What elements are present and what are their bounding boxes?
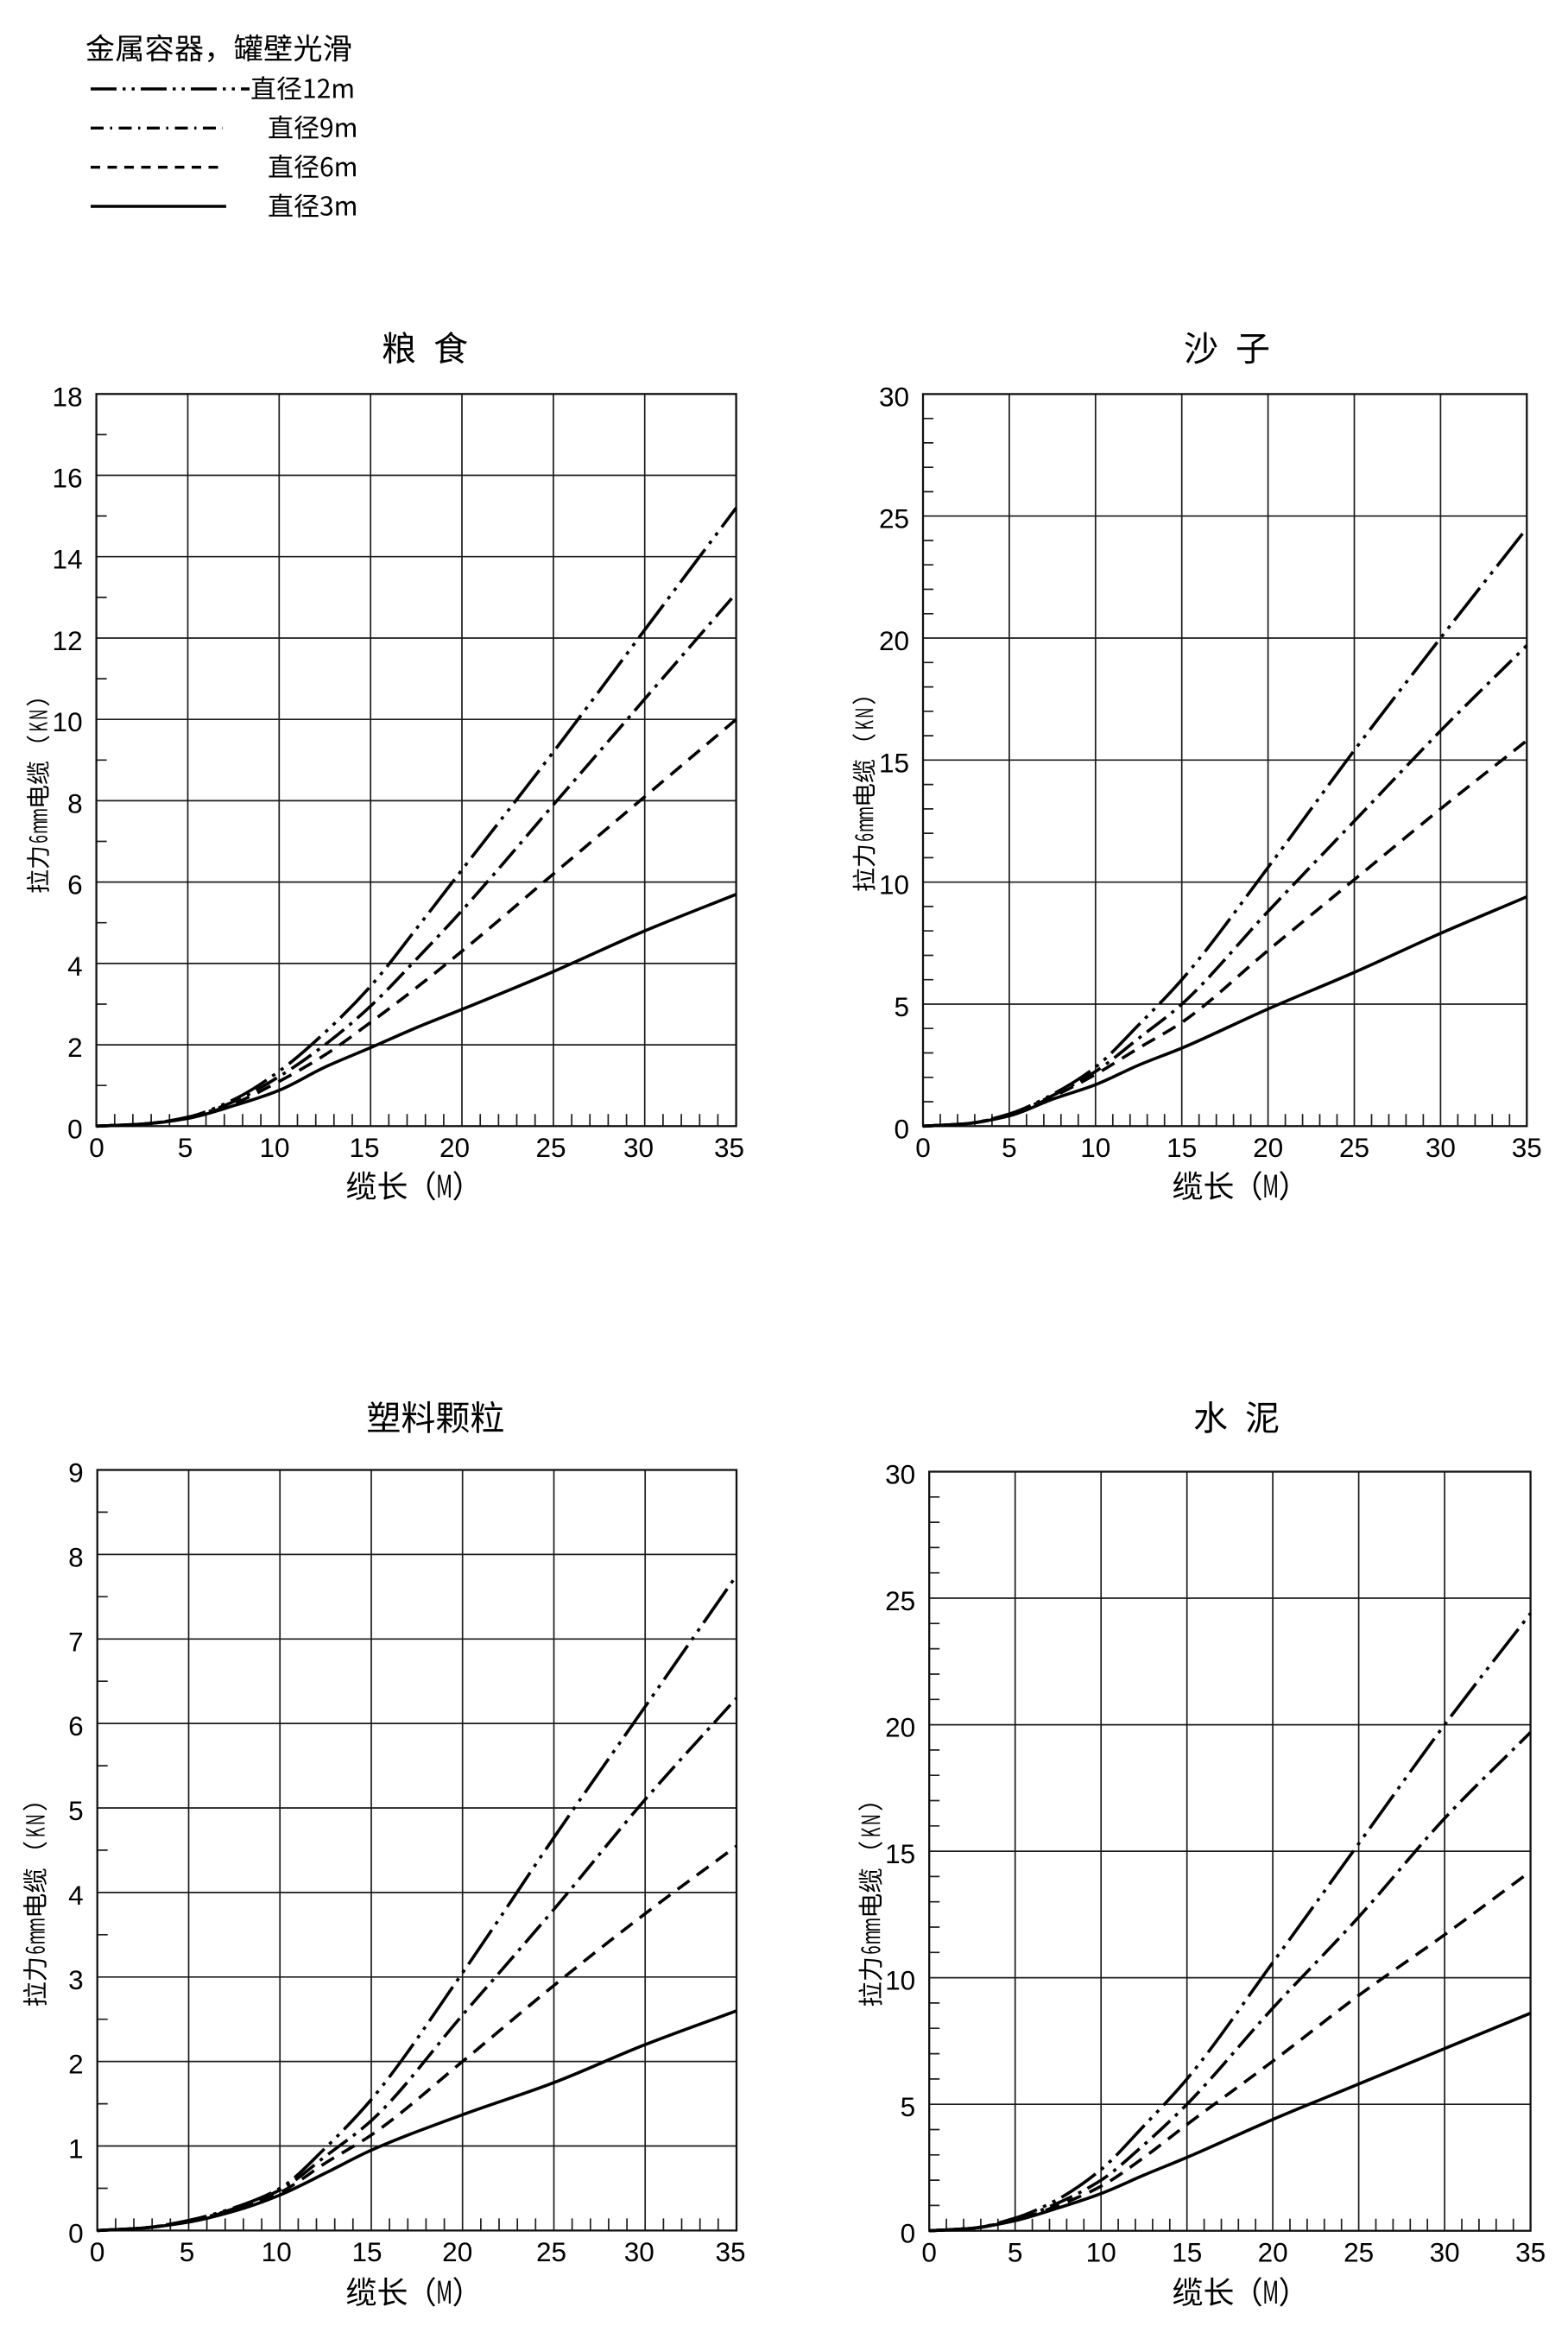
svg-text:20: 20 — [1253, 1132, 1283, 1163]
svg-text:0: 0 — [67, 1113, 83, 1144]
svg-text:20: 20 — [442, 2236, 472, 2267]
svg-text:10: 10 — [259, 1132, 289, 1163]
svg-text:14: 14 — [53, 544, 83, 575]
svg-text:10: 10 — [1086, 2237, 1116, 2268]
svg-text:15: 15 — [1172, 2237, 1202, 2268]
svg-text:8: 8 — [68, 1541, 84, 1572]
svg-text:5: 5 — [894, 991, 909, 1022]
svg-text:25: 25 — [1344, 2237, 1374, 2268]
svg-text:20: 20 — [439, 1132, 470, 1163]
svg-text:0: 0 — [89, 1132, 104, 1163]
svg-text:1: 1 — [68, 2133, 84, 2165]
svg-text:2: 2 — [67, 1032, 83, 1063]
svg-text:30: 30 — [885, 1459, 915, 1490]
svg-text:10: 10 — [879, 869, 909, 901]
svg-text:5: 5 — [1002, 1132, 1017, 1163]
svg-text:7: 7 — [68, 1626, 84, 1657]
svg-text:10: 10 — [885, 1965, 915, 1996]
svg-text:5: 5 — [180, 2236, 195, 2267]
svg-text:5: 5 — [68, 1795, 84, 1826]
svg-text:0: 0 — [68, 2217, 84, 2248]
svg-text:8: 8 — [67, 787, 83, 819]
svg-text:10: 10 — [53, 706, 83, 737]
svg-text:0: 0 — [894, 1113, 909, 1144]
svg-text:35: 35 — [1512, 1132, 1542, 1163]
svg-text:15: 15 — [1167, 1132, 1197, 1163]
svg-text:9: 9 — [68, 1457, 84, 1489]
svg-text:3: 3 — [68, 1964, 84, 1995]
svg-text:6: 6 — [67, 869, 83, 901]
svg-text:12: 12 — [53, 625, 83, 656]
svg-text:15: 15 — [349, 1132, 379, 1163]
svg-text:15: 15 — [879, 747, 909, 778]
svg-text:5: 5 — [901, 2091, 916, 2122]
svg-text:30: 30 — [1430, 2237, 1460, 2268]
svg-text:4: 4 — [68, 1880, 84, 1911]
svg-text:4: 4 — [67, 951, 83, 982]
svg-text:15: 15 — [885, 1838, 915, 1869]
svg-text:35: 35 — [715, 2236, 745, 2267]
svg-text:20: 20 — [1258, 2237, 1288, 2268]
svg-text:2: 2 — [68, 2049, 84, 2080]
svg-text:10: 10 — [262, 2236, 292, 2267]
svg-text:6: 6 — [68, 1710, 84, 1741]
svg-text:25: 25 — [535, 1132, 566, 1163]
svg-text:35: 35 — [1515, 2237, 1546, 2268]
svg-text:10: 10 — [1080, 1132, 1110, 1163]
svg-text:30: 30 — [1426, 1132, 1456, 1163]
svg-text:30: 30 — [624, 2236, 654, 2267]
svg-text:30: 30 — [623, 1132, 654, 1163]
svg-text:25: 25 — [1339, 1132, 1369, 1163]
svg-text:0: 0 — [915, 1132, 931, 1163]
svg-text:0: 0 — [921, 2237, 937, 2268]
svg-text:25: 25 — [879, 503, 909, 534]
svg-text:20: 20 — [885, 1712, 915, 1743]
svg-text:18: 18 — [53, 381, 83, 412]
svg-text:15: 15 — [351, 2236, 382, 2267]
svg-text:5: 5 — [1008, 2237, 1023, 2268]
svg-text:35: 35 — [714, 1132, 744, 1163]
svg-text:20: 20 — [879, 625, 909, 656]
svg-text:30: 30 — [879, 381, 909, 412]
svg-text:0: 0 — [901, 2218, 916, 2249]
svg-text:25: 25 — [885, 1585, 915, 1616]
svg-text:0: 0 — [90, 2236, 105, 2267]
svg-text:16: 16 — [53, 463, 83, 494]
svg-text:5: 5 — [178, 1132, 193, 1163]
svg-text:25: 25 — [536, 2236, 566, 2267]
